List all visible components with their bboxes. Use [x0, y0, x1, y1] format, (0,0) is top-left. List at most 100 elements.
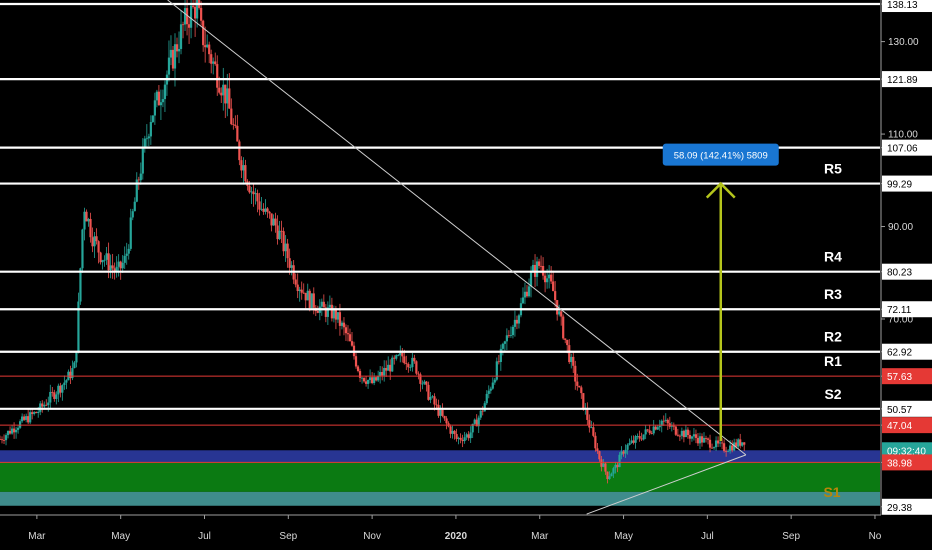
candle-body — [35, 412, 38, 414]
candle-body — [706, 438, 710, 440]
candle-body — [407, 364, 410, 368]
candle-body — [377, 376, 380, 381]
candle-body — [366, 379, 370, 384]
price-badge-text: 57.63 — [887, 372, 912, 383]
green-zone — [0, 462, 880, 492]
candle-body — [395, 355, 398, 359]
candle-body — [262, 208, 265, 212]
candle-body — [568, 345, 571, 363]
candle-body — [485, 393, 488, 404]
candle-body — [161, 99, 165, 103]
candle-body — [455, 434, 458, 439]
candle-body — [529, 271, 533, 287]
candle-body — [708, 439, 712, 448]
measure-label-box — [662, 143, 779, 166]
time-tick-label: May — [111, 531, 130, 542]
candle-body — [608, 476, 611, 480]
candle-body — [202, 20, 205, 46]
candle-body — [610, 473, 613, 477]
candle-body — [348, 334, 352, 342]
candle-body — [121, 262, 124, 269]
candle-body — [139, 173, 142, 181]
candle-body — [618, 454, 621, 468]
candle-body — [200, 7, 203, 21]
candle-body — [445, 418, 448, 424]
candle-body — [716, 440, 720, 444]
candle-body — [467, 434, 470, 439]
price-badge — [882, 139, 932, 156]
candle-body — [479, 410, 482, 418]
candle-body — [336, 312, 340, 320]
candle-body — [328, 304, 331, 308]
price-badge-text: 138.13 — [887, 0, 918, 11]
candle-body — [103, 259, 106, 261]
candle-body — [296, 284, 299, 292]
candle-body — [274, 218, 277, 226]
candle-body — [270, 213, 273, 226]
candle-body — [700, 436, 704, 443]
candle-body — [71, 368, 74, 379]
candle-body — [155, 91, 158, 101]
candle-body — [592, 427, 595, 436]
candle-body — [105, 253, 108, 260]
candle-body — [632, 440, 635, 443]
candle-body — [320, 301, 323, 307]
candle-body — [143, 138, 146, 148]
candle-body — [401, 352, 404, 357]
time-axis[interactable]: Mar May Jul Sep Nov 2020 Mar May Jul Sep No — [0, 514, 882, 550]
candle-body — [204, 45, 207, 48]
candle-body — [487, 390, 490, 394]
candle-body — [640, 438, 643, 440]
candle-body — [614, 464, 617, 469]
candle-body — [505, 335, 508, 342]
candle-body — [75, 351, 78, 363]
candle-body — [718, 442, 722, 444]
price-badge — [882, 301, 932, 318]
candle-body — [53, 392, 56, 399]
candle-body — [222, 84, 225, 96]
price-tick-label: 110.00 — [888, 130, 918, 141]
price-tick-label: 130.00 — [888, 37, 919, 48]
candle-body — [29, 412, 32, 423]
candle-body — [483, 403, 486, 412]
candle-body — [149, 122, 152, 137]
candle-body — [248, 185, 251, 193]
candle-body — [268, 211, 271, 214]
candle-body — [421, 383, 424, 385]
candle-body — [634, 436, 637, 443]
candle-body — [503, 341, 506, 344]
candle-body — [113, 268, 116, 272]
candle-body — [332, 309, 335, 319]
candle-body — [322, 301, 325, 308]
candle-body — [218, 87, 221, 93]
candle-body — [89, 218, 92, 238]
candle-body — [543, 275, 547, 283]
candle-body — [507, 335, 510, 337]
candle-body — [63, 382, 66, 386]
candle-body — [564, 338, 567, 340]
candle-body — [85, 211, 88, 222]
candle-body — [61, 385, 64, 393]
measurement-layer: 58.09 (142.41%) 5809 — [662, 143, 779, 442]
candle-body — [87, 218, 90, 222]
candle-body — [385, 367, 388, 371]
candle-body — [477, 417, 480, 427]
price-badge-text: 29.38 — [887, 503, 912, 514]
candle-body — [298, 289, 301, 292]
candle-body — [125, 253, 128, 256]
candle-body — [23, 416, 26, 420]
candle-body — [710, 447, 714, 449]
candle-body — [163, 84, 167, 100]
candle-body — [451, 430, 454, 434]
candle-body — [127, 248, 130, 254]
candle-body — [369, 377, 372, 380]
candle-body — [521, 297, 525, 304]
candle-body — [680, 430, 683, 436]
candle-body — [546, 278, 549, 283]
candle-body — [463, 437, 466, 442]
candle-body — [741, 442, 744, 446]
candle-body — [735, 442, 738, 447]
price-axis[interactable]: 29.38 38.98 47.04 50.57 57.63 62.92 70.0072.11… — [880, 0, 932, 550]
candle-body — [461, 439, 464, 442]
